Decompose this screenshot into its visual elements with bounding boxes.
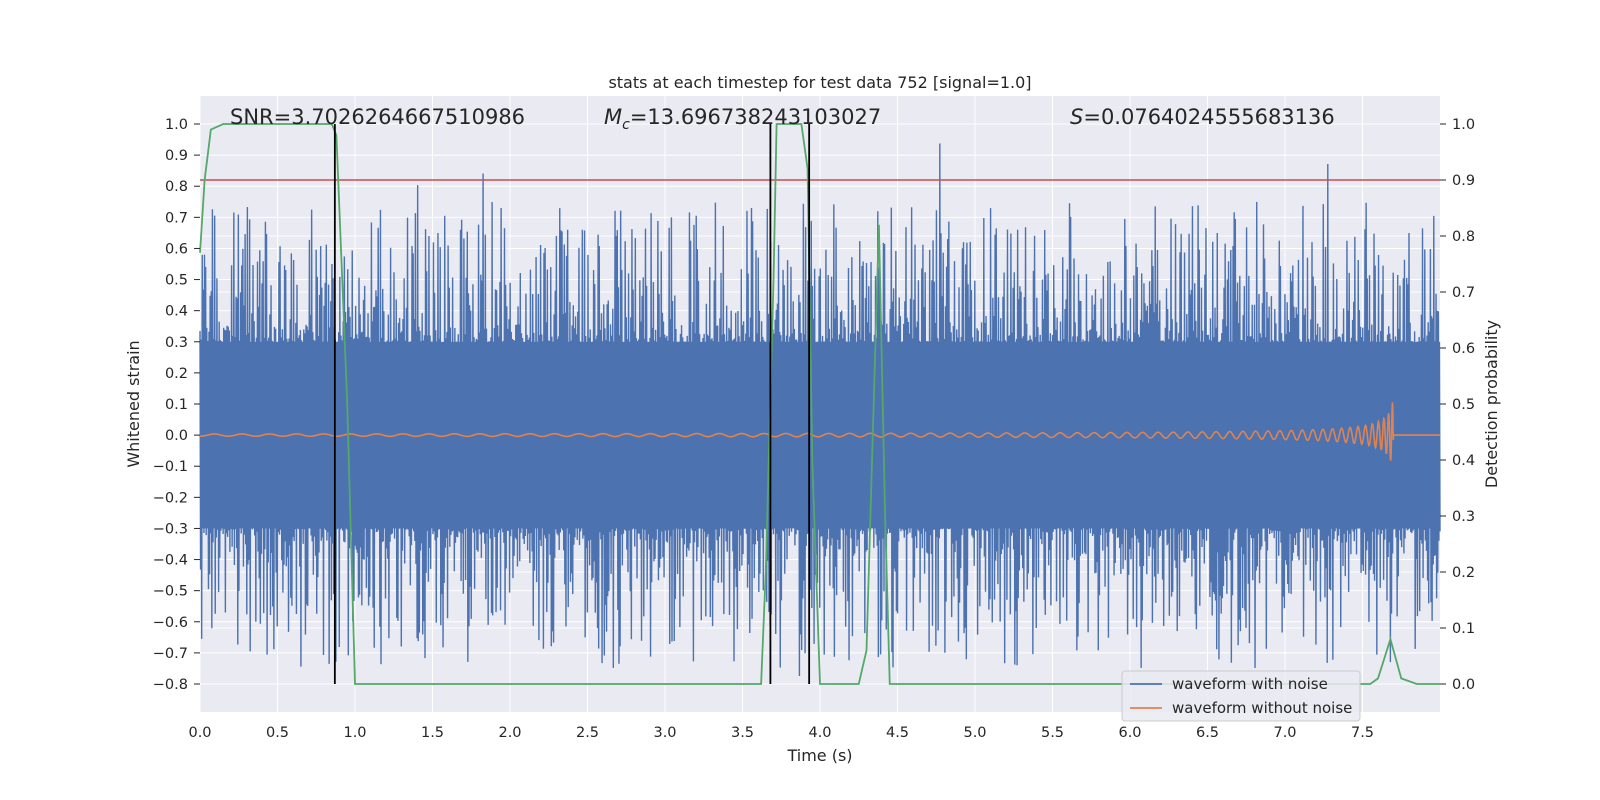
x-tick-label: 7.0 — [1273, 725, 1296, 741]
snr-annotation: SNR=3.7026264667510986 — [230, 105, 525, 129]
x-tick-label: 0.0 — [188, 725, 211, 741]
y-tick-label: −0.4 — [153, 553, 188, 569]
legend: waveform with noise waveform without noi… — [1121, 670, 1361, 722]
y-tick-label: 0.9 — [165, 148, 188, 164]
legend-label-clean: waveform without noise — [1172, 699, 1352, 717]
x-tick-label: 5.0 — [963, 725, 986, 741]
vertical-markers — [333, 124, 811, 684]
y2-tick-label: 0.2 — [1452, 565, 1475, 581]
y2-tick-label: 0.6 — [1452, 341, 1475, 357]
y-tick-label: 0.4 — [165, 304, 188, 320]
y2-axis-ticks: 1.0 0.9 0.8 0.7 0.6 0.5 0.4 0.3 0.2 0.1 0.0 — [1440, 117, 1475, 693]
legend-label-noise: waveform with noise — [1172, 675, 1328, 693]
y-tick-label: 0.6 — [165, 241, 188, 257]
y-tick-label: 0.7 — [165, 210, 188, 226]
y2-tick-label: 1.0 — [1452, 117, 1475, 133]
y-tick-label: −0.7 — [153, 646, 188, 662]
y-tick-label: −0.1 — [153, 459, 188, 475]
x-axis-label: Time (s) — [786, 746, 852, 765]
y-tick-label: 1.0 — [165, 117, 188, 133]
y2-tick-label: 0.3 — [1452, 509, 1475, 525]
y2-axis-label: Detection probability — [1482, 320, 1501, 488]
y2-tick-label: 0.4 — [1452, 453, 1475, 469]
x-tick-label: 3.0 — [653, 725, 676, 741]
y-tick-label: 0.3 — [165, 335, 188, 351]
y-axis-ticks: 1.0 0.9 0.8 0.7 0.6 0.5 0.4 0.3 0.2 0.1 0.0 −0.1 −0.… — [153, 117, 200, 693]
x-tick-label: 3.5 — [731, 725, 754, 741]
chart-title: stats at each timestep for test data 752… — [608, 73, 1031, 92]
legend-box — [1121, 670, 1361, 722]
y2-tick-label: 0.9 — [1452, 173, 1475, 189]
x-tick-label: 4.5 — [886, 725, 909, 741]
x-tick-label: 2.0 — [498, 725, 521, 741]
y-tick-label: −0.2 — [153, 490, 188, 506]
y-tick-label: −0.3 — [153, 521, 188, 537]
x-tick-label: 1.5 — [421, 725, 444, 741]
x-tick-label: 6.5 — [1196, 725, 1219, 741]
y-tick-label: 0.2 — [165, 366, 188, 382]
y-tick-label: −0.8 — [153, 677, 188, 693]
x-tick-label: 5.5 — [1041, 725, 1064, 741]
y-tick-label: −0.6 — [153, 615, 188, 631]
x-tick-label: 6.0 — [1118, 725, 1141, 741]
y-tick-label: 0.1 — [165, 397, 188, 413]
y-tick-label: 0.0 — [165, 428, 188, 444]
x-tick-label: 1.0 — [343, 725, 366, 741]
x-axis-ticks: 0.0 0.5 1.0 1.5 2.0 2.5 3.0 3.5 4.0 4.5 5.0 5.5 6.0 6… — [188, 725, 1374, 741]
chirp-waveform-line — [199, 402, 1440, 461]
x-tick-label: 4.0 — [808, 725, 831, 741]
y-tick-label: −0.5 — [153, 584, 188, 600]
s-statistic-annotation: S=0.0764024555683136 — [1070, 105, 1335, 129]
y2-tick-label: 0.8 — [1452, 229, 1475, 245]
detection-probability-line — [199, 123, 1440, 685]
y2-tick-label: 0.5 — [1452, 397, 1475, 413]
y-tick-label: 0.5 — [165, 273, 188, 289]
x-tick-label: 0.5 — [266, 725, 289, 741]
chirp-mass-annotation: Mc=13.696738243103027 — [604, 105, 881, 133]
y2-tick-label: 0.1 — [1452, 621, 1475, 637]
y-tick-label: 0.8 — [165, 179, 188, 195]
y2-tick-label: 0.7 — [1452, 285, 1475, 301]
x-tick-label: 7.5 — [1351, 725, 1374, 741]
x-tick-label: 2.5 — [576, 725, 599, 741]
y-axis-label: Whitened strain — [124, 340, 143, 467]
y2-tick-label: 0.0 — [1452, 677, 1475, 693]
series-lines — [199, 123, 1440, 685]
